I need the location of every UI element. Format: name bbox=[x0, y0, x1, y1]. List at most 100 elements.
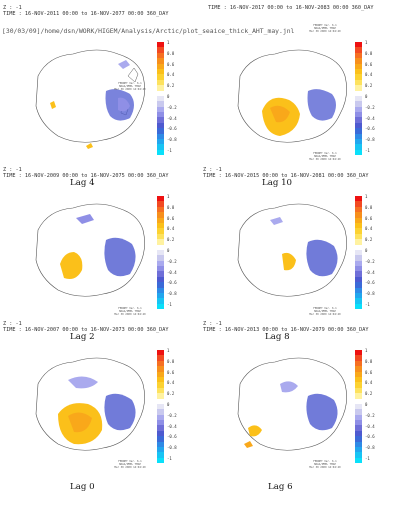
colorbar-tick-label: -0.2 bbox=[167, 258, 177, 264]
header-2: Z : -1 TIME : 16-NOV-2009 00:00 to 16-NOV… bbox=[3, 167, 169, 179]
colorbar-swatch bbox=[157, 228, 164, 234]
colorbar-swatch bbox=[355, 355, 362, 361]
colorbar-swatch bbox=[157, 355, 164, 361]
colorbar-swatch bbox=[355, 271, 362, 277]
lag-label-2: Lag 2 bbox=[70, 332, 95, 342]
colorbar-tick-label: 0.4 bbox=[365, 72, 373, 78]
colorbar-tick-label: -1 bbox=[365, 301, 370, 307]
coastline bbox=[237, 49, 347, 143]
colorbar-tick-label: 0.8 bbox=[167, 204, 175, 210]
colorbar-swatch bbox=[157, 74, 164, 80]
colorbar-tick-label: 1 bbox=[167, 194, 170, 199]
colorbar-2 bbox=[157, 196, 164, 310]
coastline bbox=[237, 203, 347, 297]
colorbar-swatch bbox=[157, 68, 164, 75]
colorbar-swatch bbox=[157, 447, 164, 453]
ferret-credit-0: FERRET Ver. 6.1 NOAA/PMEL TMAP Mar 30 2009… bbox=[114, 82, 146, 91]
colorbar-swatch bbox=[355, 260, 362, 267]
colorbar-swatch bbox=[157, 196, 164, 202]
colorbar-tick-label: 0.4 bbox=[365, 226, 373, 232]
colorbar-swatch bbox=[355, 228, 362, 234]
colorbar-swatch bbox=[157, 293, 164, 299]
negative-region bbox=[307, 89, 336, 121]
colorbar-swatch bbox=[355, 139, 362, 145]
colorbar-swatch bbox=[355, 360, 362, 367]
colorbar-swatch bbox=[355, 196, 362, 202]
colorbar-swatch bbox=[355, 255, 362, 261]
colorbar-swatch bbox=[355, 133, 362, 140]
colorbar-swatch bbox=[157, 382, 164, 388]
colorbar-tick-label: 0 bbox=[167, 401, 170, 407]
colorbar-swatch bbox=[355, 382, 362, 388]
colorbar-tick-label: 0 bbox=[167, 247, 170, 253]
colorbar-tick-label: -0.8 bbox=[167, 291, 177, 297]
colorbar-tick-label: 0.2 bbox=[365, 237, 373, 243]
coastline bbox=[237, 357, 347, 451]
colorbar-tick-label: 0.6 bbox=[365, 369, 373, 375]
colorbar-tick-label: 1 bbox=[167, 348, 170, 353]
colorbar-tick-label: 0.2 bbox=[167, 83, 175, 89]
colorbar-tick-label: 0.6 bbox=[365, 61, 373, 67]
colorbar-0 bbox=[157, 42, 164, 156]
colorbar-swatch bbox=[355, 436, 362, 442]
colorbar-swatch bbox=[157, 239, 164, 245]
colorbar-ticks-4: 1 0.8 0.6 0.4 0.2 0 -0.2 -0.4 -0.6 -0.8 -1 bbox=[167, 349, 177, 468]
colorbar-tick-label: -0.4 bbox=[167, 423, 177, 429]
path-label: [30/03/09]/home/dsn/WORK/HIGEM/Analysis/… bbox=[2, 27, 295, 35]
map-panel-5 bbox=[220, 344, 368, 462]
lag-label-5: Lag 6 bbox=[268, 482, 293, 492]
ferret-credit-3: FERRET Ver. 6.1 NOAA/PMEL TMAP Mar 30 2009… bbox=[309, 307, 341, 316]
arctic-map-2 bbox=[35, 203, 145, 297]
colorbar-swatch bbox=[355, 403, 362, 410]
colorbar-tick-label: -0.2 bbox=[167, 412, 177, 418]
colorbar-swatch bbox=[355, 106, 362, 113]
map-panel-0 bbox=[18, 36, 166, 154]
colorbar-swatch bbox=[355, 101, 362, 107]
ferret-credit-2: FERRET Ver. 6.1 NOAA/PMEL TMAP Mar 30 2009… bbox=[114, 307, 146, 316]
positive-region bbox=[68, 412, 92, 433]
colorbar-tick-label: 0.8 bbox=[365, 50, 373, 56]
colorbar-swatch bbox=[355, 425, 362, 431]
colorbar-swatch bbox=[355, 282, 362, 288]
colorbar-tick-label: 1 bbox=[365, 40, 368, 45]
colorbar-tick-label: -0.6 bbox=[167, 126, 177, 132]
colorbar-tick-label: -0.6 bbox=[365, 434, 375, 440]
colorbar-4 bbox=[157, 350, 164, 464]
colorbar-tick-label: 0.4 bbox=[365, 380, 373, 386]
ferret-credit-1: FERRET Ver. 6.1 NOAA/PMEL TMAP Mar 30 2009… bbox=[309, 24, 341, 33]
colorbar-swatch bbox=[355, 249, 362, 256]
colorbar-tick-label: -0.4 bbox=[365, 269, 375, 275]
colorbar-swatch bbox=[355, 393, 362, 399]
colorbar-tick-label: -1 bbox=[167, 455, 172, 461]
colorbar-tick-label: 0 bbox=[365, 93, 368, 99]
colorbar-swatch bbox=[157, 303, 164, 310]
colorbar-ticks-1: 1 0.8 0.6 0.4 0.2 0 -0.2 -0.4 -0.6 -0.8 -1 bbox=[365, 41, 375, 160]
arctic-map-4 bbox=[35, 357, 145, 451]
colorbar-swatch bbox=[157, 398, 164, 404]
colorbar-swatch bbox=[355, 287, 362, 294]
negative-region bbox=[68, 376, 98, 389]
colorbar-swatch bbox=[355, 95, 362, 102]
colorbar-swatch bbox=[355, 79, 362, 86]
positive-region bbox=[270, 105, 290, 123]
coastline bbox=[35, 49, 145, 143]
colorbar-tick-label: 0.6 bbox=[167, 61, 175, 67]
colorbar-ticks-5: 1 0.8 0.6 0.4 0.2 0 -0.2 -0.4 -0.6 -0.8 -1 bbox=[365, 349, 375, 468]
colorbar-swatch bbox=[355, 420, 362, 426]
colorbar-tick-label: -0.8 bbox=[365, 445, 375, 451]
colorbar-1 bbox=[355, 42, 362, 156]
colorbar-swatch bbox=[355, 430, 362, 437]
ferret-credit-5: FERRET Ver. 6.1 NOAA/PMEL TMAP Mar 30 2009… bbox=[309, 460, 341, 469]
colorbar-swatch bbox=[355, 68, 362, 75]
colorbar-swatch bbox=[157, 387, 164, 394]
colorbar-swatch bbox=[355, 63, 362, 69]
colorbar-swatch bbox=[355, 350, 362, 356]
colorbar-swatch bbox=[355, 371, 362, 377]
lag-label-4: Lag 0 bbox=[70, 482, 95, 492]
colorbar-tick-label: 0.4 bbox=[167, 380, 175, 386]
colorbar-swatch bbox=[355, 366, 362, 372]
colorbar-swatch bbox=[157, 233, 164, 240]
arctic-map-1 bbox=[237, 49, 347, 143]
colorbar-tick-label: -0.8 bbox=[167, 445, 177, 451]
negative-region bbox=[118, 97, 130, 112]
